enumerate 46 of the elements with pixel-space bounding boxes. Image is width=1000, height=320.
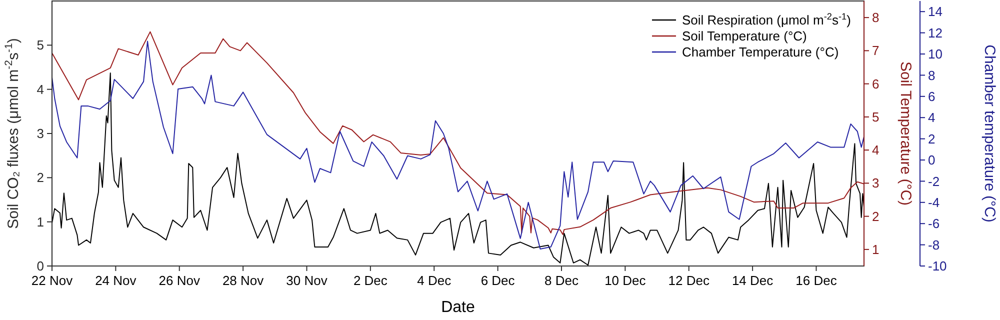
y-tick-label: 5: [36, 38, 44, 53]
legend-label: Soil Respiration (μmol m$^{-2}$s$^{-1}$): [682, 12, 851, 28]
y-tick-label: 2: [36, 170, 44, 186]
y3-tick-label: 10: [928, 46, 942, 62]
y2-axis-title: Soil Temperature (°C): [897, 61, 914, 206]
y3-tick-label: -10: [928, 258, 947, 274]
y-tick-label: 1: [36, 214, 44, 230]
y3-tick-label: -2: [928, 174, 940, 189]
y2-tick-label: 3: [872, 176, 880, 191]
y2-tick-label: 6: [872, 76, 880, 92]
x-tick-label: 28 Nov: [222, 273, 264, 288]
x-axis-title: Date: [441, 299, 475, 316]
x-tick-label: 14 Dec: [732, 273, 774, 288]
y-tick-label: 3: [36, 126, 44, 142]
x-tick-label: 8 Dec: [544, 273, 579, 288]
y2-tick-label: 2: [872, 208, 880, 224]
y3-tick-label: 4: [928, 110, 936, 126]
x-tick-label: 12 Dec: [668, 273, 710, 288]
y2-tick-label: 4: [872, 142, 880, 158]
x-tick-label: 30 Nov: [286, 273, 328, 288]
y3-tick-label: 0: [928, 152, 936, 168]
y3-tick-label: 2: [928, 131, 936, 146]
y-tick-label: 4: [36, 82, 44, 97]
legend-label: Soil Temperature (°C): [682, 28, 807, 44]
y3-tick-label: 12: [928, 25, 942, 40]
y3-tick-label: 6: [928, 88, 936, 104]
legend-label: Chamber Temperature (°C): [682, 44, 839, 60]
y3-tick-label: 8: [928, 68, 936, 83]
y2-tick-label: 8: [872, 10, 880, 26]
y-tick-label: 0: [36, 258, 44, 274]
x-tick-label: 22 Nov: [31, 273, 74, 288]
x-tick-label: 6 Dec: [480, 273, 516, 288]
x-tick-label: 24 Nov: [95, 273, 137, 288]
x-tick-label: 2 Dec: [353, 273, 388, 288]
y2-tick-label: 7: [872, 43, 880, 58]
y3-axis-title: Chamber temperature (°C): [981, 44, 998, 222]
y3-tick-label: -6: [928, 216, 940, 232]
y3-tick-label: -4: [928, 194, 940, 210]
y3-tick-label: -8: [928, 237, 940, 252]
y3-tick-label: 14: [928, 4, 942, 20]
x-tick-label: 26 Nov: [158, 273, 200, 288]
x-tick-label: 4 Dec: [417, 273, 452, 288]
x-tick-label: 10 Dec: [604, 273, 646, 288]
y2-tick-label: 1: [872, 242, 880, 257]
x-tick-label: 16 Dec: [796, 273, 838, 288]
y2-tick-label: 5: [872, 109, 880, 124]
